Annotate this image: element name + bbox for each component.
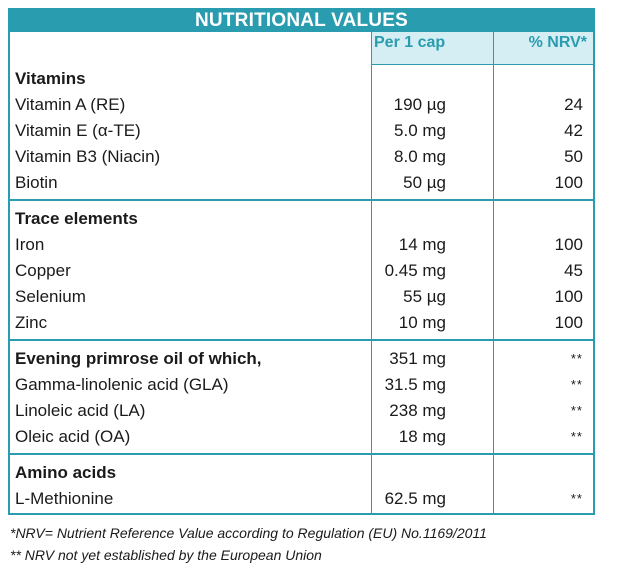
table-row: Selenium 55 µg 100 xyxy=(10,284,593,310)
section-heading: Vitamins xyxy=(15,69,86,88)
table-row: Zinc 10 mg 100 xyxy=(10,310,593,336)
table-row: L-Methionine 62.5 mg ** xyxy=(10,486,593,512)
section-heading-row: Evening primrose oil of which, 351 mg ** xyxy=(10,346,593,372)
table-row: Linoleic acid (LA) 238 mg ** xyxy=(10,398,593,424)
nutrient-nrv: 100 xyxy=(554,287,583,306)
nutrient-nrv: ** xyxy=(570,377,583,392)
table-row: Vitamin B3 (Niacin) 8.0 mg 50 xyxy=(10,144,593,170)
table-row: Gamma-linolenic acid (GLA) 31.5 mg ** xyxy=(10,372,593,398)
nutrient-amount: 50 µg xyxy=(403,173,446,192)
nutrient-amount: 10 mg xyxy=(398,313,446,332)
nutrient-nrv: 100 xyxy=(554,313,583,332)
nutrient-amount: 62.5 mg xyxy=(384,489,446,508)
table-title: NUTRITIONAL VALUES xyxy=(10,10,593,32)
nutrient-name: Copper xyxy=(15,261,71,280)
nutrient-name: Biotin xyxy=(15,173,58,192)
table-row: Copper 0.45 mg 45 xyxy=(10,258,593,284)
nutrient-amount: 238 mg xyxy=(389,401,446,420)
column-header-nrv: % NRV* xyxy=(493,32,593,65)
section-heading-row: Amino acids xyxy=(10,460,593,486)
column-divider xyxy=(493,65,494,513)
section-heading: Amino acids xyxy=(15,463,117,482)
nutrient-name: L-Methionine xyxy=(15,489,114,508)
section-divider xyxy=(10,339,593,341)
nutrient-nrv: ** xyxy=(570,429,583,444)
table-row: Biotin 50 µg 100 xyxy=(10,170,593,196)
nutrition-table: NUTRITIONAL VALUES Per 1 cap % NRV* Vita… xyxy=(8,8,595,515)
nutrient-amount: 351 mg xyxy=(389,349,446,368)
nutrient-nrv: ** xyxy=(570,403,583,418)
nutrient-nrv: ** xyxy=(570,491,583,506)
nutrient-nrv: 100 xyxy=(554,173,583,192)
nutrient-nrv: 50 xyxy=(564,147,583,166)
section-heading-row: Trace elements xyxy=(10,206,593,232)
footnote-not-established: ** NRV not yet established by the Europe… xyxy=(10,547,322,563)
nutrient-nrv: 42 xyxy=(564,121,583,140)
column-header-row: Per 1 cap % NRV* xyxy=(10,32,593,65)
column-header-blank xyxy=(10,32,371,65)
nutrient-name: Iron xyxy=(15,235,45,254)
nutrient-amount: 14 mg xyxy=(398,235,446,254)
nutrient-nrv: 24 xyxy=(564,95,583,114)
nutrient-amount: 55 µg xyxy=(403,287,446,306)
nutrient-name: Gamma-linolenic acid (GLA) xyxy=(15,375,229,394)
section-heading: Trace elements xyxy=(15,209,138,228)
nutrient-name: Linoleic acid (LA) xyxy=(15,401,146,420)
nutrient-amount: 5.0 mg xyxy=(394,121,446,140)
nutrient-amount: 31.5 mg xyxy=(384,375,446,394)
table-row: Oleic acid (OA) 18 mg ** xyxy=(10,424,593,450)
nutrient-nrv: ** xyxy=(570,351,583,366)
nutrient-name: Oleic acid (OA) xyxy=(15,427,131,446)
table-row: Vitamin E (α-TE) 5.0 mg 42 xyxy=(10,118,593,144)
nutrient-nrv: 45 xyxy=(564,261,583,280)
footnote-nrv: *NRV= Nutrient Reference Value according… xyxy=(10,525,487,541)
nutrient-amount: 18 mg xyxy=(398,427,446,446)
nutrient-amount: 0.45 mg xyxy=(384,261,446,280)
nutrient-name: Vitamin A (RE) xyxy=(15,95,126,114)
nutrient-nrv: 100 xyxy=(554,235,583,254)
table-row: Vitamin A (RE) 190 µg 24 xyxy=(10,92,593,118)
column-divider xyxy=(371,65,372,513)
nutrient-name: Vitamin B3 (Niacin) xyxy=(15,147,161,166)
section-heading: Evening primrose oil of which, xyxy=(15,349,262,368)
table-row: Iron 14 mg 100 xyxy=(10,232,593,258)
section-divider xyxy=(10,453,593,455)
nutrient-amount: 190 µg xyxy=(393,95,446,114)
section-divider xyxy=(10,199,593,201)
nutrient-name: Vitamin E (α-TE) xyxy=(15,121,141,140)
nutrient-name: Selenium xyxy=(15,287,86,306)
column-header-per-cap: Per 1 cap xyxy=(371,32,493,65)
nutrient-name: Zinc xyxy=(15,313,48,332)
nutrient-amount: 8.0 mg xyxy=(394,147,446,166)
section-heading-row: Vitamins xyxy=(10,66,593,92)
